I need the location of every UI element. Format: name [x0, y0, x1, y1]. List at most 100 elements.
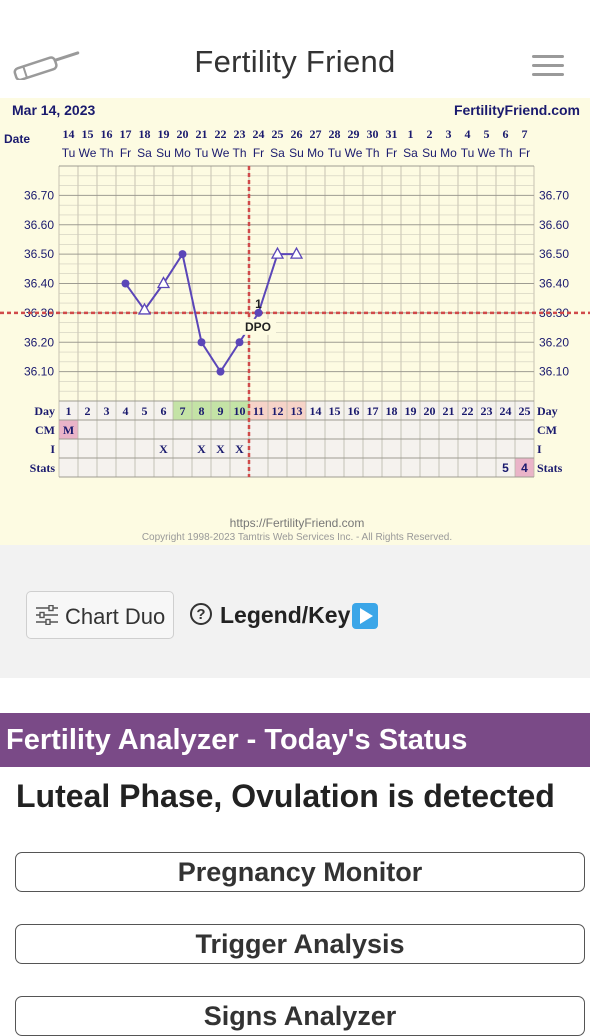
date-label: 19: [158, 127, 170, 141]
weekday-label: We: [79, 146, 97, 160]
menu-icon[interactable]: [532, 55, 564, 77]
date-label: 25: [272, 127, 284, 141]
dpo-label: DPO: [245, 320, 271, 334]
date-label: 26: [291, 127, 303, 141]
y-tick-left: 36.70: [24, 188, 54, 202]
weekday-label: Mo: [174, 146, 191, 160]
date-label: 3: [446, 127, 452, 141]
weekday-label: Th: [498, 146, 512, 160]
luteal-day-cell: [249, 401, 268, 420]
row-label-left: CM: [35, 423, 55, 437]
dpo-number: 1: [255, 297, 262, 311]
cycle-day-label: 16: [348, 404, 360, 418]
copyright: Copyright 1998-2023 Tamtris Web Services…: [142, 532, 452, 543]
date-label: 14: [63, 127, 75, 141]
weekday-label: Fr: [386, 146, 397, 160]
help-icon: ?: [190, 603, 212, 625]
cycle-day-label: 3: [104, 404, 110, 418]
row-label-right: Stats: [537, 461, 563, 475]
cycle-day-label: 4: [123, 404, 129, 418]
analyzer-header: Fertility Analyzer - Today's Status: [0, 713, 590, 767]
weekday-label: Fr: [253, 146, 264, 160]
date-label: 31: [386, 127, 398, 141]
y-tick-left: 36.20: [24, 335, 54, 349]
weekday-label: Th: [365, 146, 379, 160]
weekday-label: Tu: [461, 146, 475, 160]
date-label: 1: [408, 127, 414, 141]
luteal-day-cell: [287, 401, 306, 420]
cycle-day-label: 23: [481, 404, 493, 418]
weekday-label: Tu: [328, 146, 342, 160]
temperature-line: [124, 251, 297, 374]
weekday-label: We: [345, 146, 363, 160]
weekday-label: Sa: [137, 146, 152, 160]
date-label: 29: [348, 127, 360, 141]
cycle-day-label: 15: [329, 404, 341, 418]
chart-date: Mar 14, 2023: [12, 102, 95, 118]
row-label-left: I: [50, 442, 55, 456]
weekday-label: We: [478, 146, 496, 160]
weekday-label: Mo: [440, 146, 457, 160]
date-label: 7: [522, 127, 528, 141]
weekday-label: Th: [232, 146, 246, 160]
temperature-point: [216, 367, 225, 376]
luteal-day-cell: [268, 401, 287, 420]
date-label: 24: [253, 127, 265, 141]
date-label: 20: [177, 127, 189, 141]
signs-analyzer-button[interactable]: Signs Analyzer: [15, 996, 585, 1036]
y-tick-left: 36.10: [24, 365, 54, 379]
row-label-left: Day: [34, 404, 55, 418]
row-label-right: Day: [537, 404, 558, 418]
cycle-day-label: 14: [310, 404, 322, 418]
app-title: Fertility Friend: [194, 44, 396, 79]
pregnancy-monitor-button[interactable]: Pregnancy Monitor: [15, 852, 585, 892]
weekday-label: Fr: [120, 146, 131, 160]
date-label: 30: [367, 127, 379, 141]
cycle-day-label: 12: [272, 404, 284, 418]
cm-value: M: [63, 423, 74, 437]
temperature-point: [178, 250, 187, 259]
temperature-point: [121, 279, 130, 288]
y-tick-right: 36.70: [539, 188, 569, 202]
stats-value: 4: [521, 461, 528, 475]
footer-url: https://FertilityFriend.com: [230, 516, 365, 530]
cm-cell-highlight: [59, 420, 78, 439]
analyzer-title: Fertility Analyzer - Today's Status: [6, 724, 468, 756]
cycle-day-label: 7: [180, 404, 186, 418]
cycle-day-label: 19: [405, 404, 417, 418]
y-tick-left: 36.50: [24, 247, 54, 261]
temperature-point-open: [289, 246, 304, 259]
cycle-day-label: 21: [443, 404, 455, 418]
cycle-day-label: 10: [234, 404, 246, 418]
temperature-point: [197, 338, 206, 347]
fertile-day-cell: [211, 401, 230, 420]
weekday-label: Sa: [270, 146, 285, 160]
sliders-icon: [36, 605, 58, 625]
date-label: 23: [234, 127, 246, 141]
fertile-day-cell: [192, 401, 211, 420]
bbt-chart[interactable]: Mar 14, 2023 FertilityFriend.com Date 14 Tu 1…: [0, 98, 590, 545]
row-label-right: CM: [537, 423, 557, 437]
weekday-label: Th: [99, 146, 113, 160]
fertile-day-cell: [173, 401, 192, 420]
status-text: Luteal Phase, Ovulation is detected: [16, 778, 555, 814]
trigger-analysis-button[interactable]: Trigger Analysis: [15, 924, 585, 964]
weekday-label: We: [212, 146, 230, 160]
cycle-day-label: 17: [367, 404, 379, 418]
cycle-day-label: 1: [66, 404, 72, 418]
date-label: 15: [82, 127, 94, 141]
chart-duo-button[interactable]: Chart Duo: [26, 591, 174, 639]
y-tick-left: 36.60: [24, 218, 54, 232]
date-label: 2: [427, 127, 433, 141]
chart-site: FertilityFriend.com: [454, 102, 580, 118]
date-label: 6: [503, 127, 509, 141]
cycle-day-label: 9: [218, 404, 224, 418]
y-tick-right: 36.40: [539, 277, 569, 291]
date-label: 21: [196, 127, 208, 141]
chart-duo-label: Chart Duo: [65, 604, 166, 629]
thermometer-icon[interactable]: [10, 50, 84, 80]
date-label: 28: [329, 127, 341, 141]
dpo-label-bg: [240, 318, 276, 335]
date-label: 27: [310, 127, 322, 141]
